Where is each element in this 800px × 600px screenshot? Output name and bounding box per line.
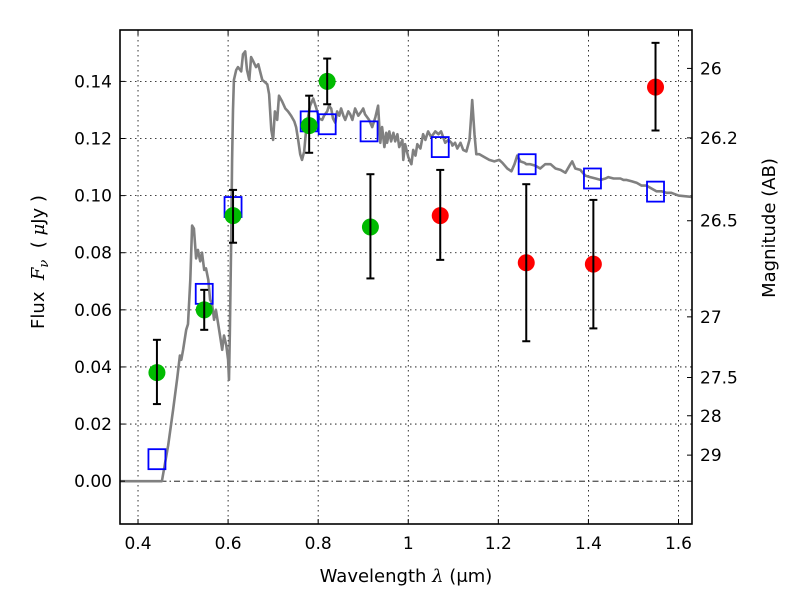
y2-tick-label: 26 bbox=[700, 59, 722, 79]
y2-tick-label: 26.2 bbox=[700, 129, 738, 149]
y-tick-label: 0.08 bbox=[74, 244, 112, 264]
y-tick-label: 0.10 bbox=[74, 187, 112, 207]
x-tick-label: 0.8 bbox=[305, 534, 332, 554]
x-tick-label: 0.6 bbox=[215, 534, 242, 554]
x-tick-label: 0.4 bbox=[124, 534, 151, 554]
y-axis-symbol: F bbox=[28, 266, 49, 281]
y-tick-label: 0.04 bbox=[74, 358, 112, 378]
y2-tick-label: 29 bbox=[700, 446, 722, 466]
x-axis-unit: (μm) bbox=[444, 566, 493, 587]
x-tick-label: 1.2 bbox=[485, 534, 512, 554]
model-photometry-square bbox=[359, 120, 379, 143]
x-tick-label: 1.4 bbox=[575, 534, 602, 554]
model-photometry-square bbox=[147, 448, 167, 471]
y-tick-label: 0.02 bbox=[74, 415, 112, 435]
x-tick-label: 1 bbox=[403, 534, 414, 554]
spectrum-line bbox=[120, 50, 692, 483]
x-axis-label: Wavelength λ (μm) bbox=[320, 566, 493, 587]
y2-tick-label: 28 bbox=[700, 407, 722, 427]
model-photometry-square bbox=[430, 136, 450, 158]
y-axis-subscript: ν bbox=[37, 260, 52, 268]
model-photometry-square bbox=[317, 113, 337, 136]
axes-frame bbox=[119, 29, 693, 525]
y-tick-label: 0.14 bbox=[74, 72, 112, 92]
y-tick-label: 0.00 bbox=[74, 472, 112, 492]
y2-tick-label: 26.5 bbox=[700, 212, 738, 232]
y2-tick-label: 27 bbox=[700, 308, 722, 328]
x-tick-label: 1.6 bbox=[665, 534, 692, 554]
model-photometry-square bbox=[646, 180, 665, 203]
model-photometry-square bbox=[517, 153, 537, 176]
y-tick-label: 0.06 bbox=[74, 301, 112, 321]
y-axis-label: Flux Fν ( μJy ) bbox=[28, 195, 52, 329]
axis-ticks: 0.4 0.6 0.8 1 1.2 1.4 1.6 0.00 0.02 0.04 0.06 0.08 0… bbox=[74, 30, 738, 554]
plot-area bbox=[120, 41, 692, 483]
y2-tick-label: 27.5 bbox=[700, 368, 738, 388]
x-axis-label-prefix: Wavelength bbox=[320, 566, 433, 587]
y-tick-label: 0.12 bbox=[74, 130, 112, 150]
y2-axis-label: Magnitude (AB) bbox=[759, 158, 780, 298]
model-photometry-square bbox=[583, 167, 602, 190]
x-axis-lambda: λ bbox=[431, 566, 443, 587]
y-axis-label-prefix: Flux bbox=[28, 280, 49, 329]
y-axis-open-paren: ( bbox=[28, 235, 49, 259]
y-axis-mu: μ bbox=[28, 224, 49, 236]
y-axis-unit: Jy ) bbox=[28, 195, 49, 225]
